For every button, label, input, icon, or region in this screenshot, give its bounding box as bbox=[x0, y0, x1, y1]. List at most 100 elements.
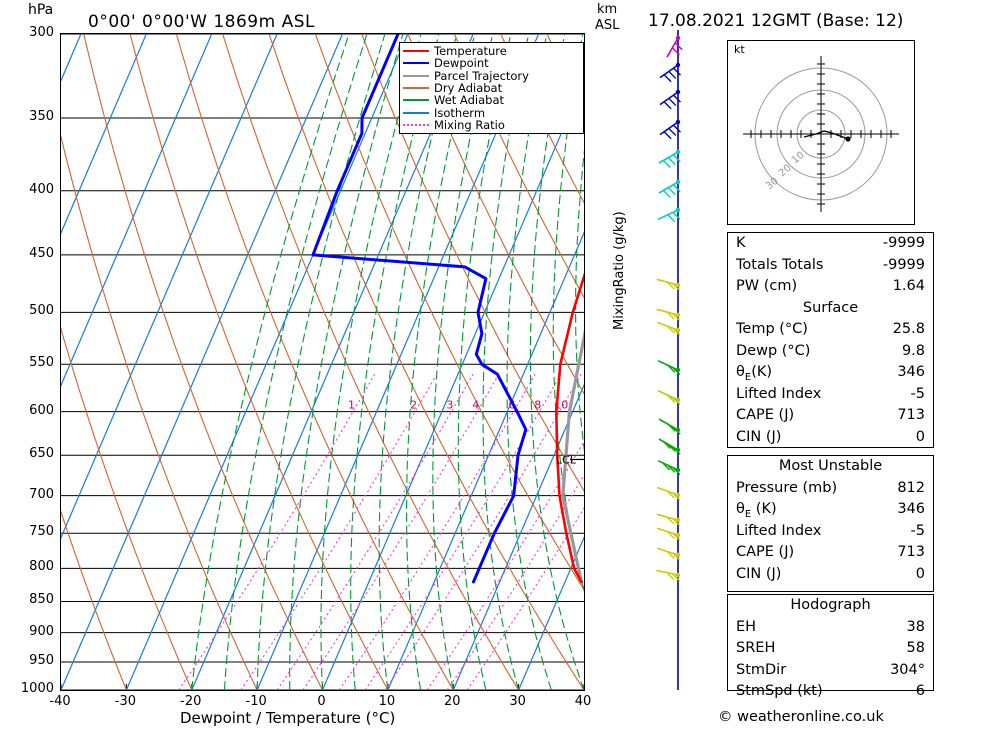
row-key: Dewp (°C) bbox=[736, 342, 811, 359]
row-value: -9999 bbox=[882, 256, 925, 273]
legend-item: Mixing Ratio bbox=[403, 119, 580, 131]
legend-item: Dewpoint bbox=[403, 57, 580, 69]
x-axis-title: Dewpoint / Temperature (°C) bbox=[180, 709, 396, 727]
row-key: Lifted Index bbox=[736, 385, 822, 402]
km-label: km bbox=[597, 2, 618, 17]
table-row: θE(K) 346 bbox=[728, 362, 933, 384]
most-unstable-table: Most Unstable Pressure (mb) 812 θE (K) 346 Li… bbox=[727, 455, 934, 592]
table-row: θE (K) 346 bbox=[728, 499, 933, 521]
svg-text:4: 4 bbox=[472, 399, 479, 412]
row-value: 1.64 bbox=[892, 278, 925, 294]
row-value: 38 bbox=[906, 618, 925, 635]
legend-swatch bbox=[403, 87, 429, 90]
row-key: θE(K) bbox=[736, 364, 773, 383]
row-key: Lifted Index bbox=[736, 522, 822, 539]
wind-barb-column bbox=[630, 30, 690, 690]
row-value: -5 bbox=[910, 522, 925, 539]
table-row: SREH 58 bbox=[728, 638, 933, 660]
pressure-tick: 300 bbox=[29, 25, 54, 40]
legend-label: Mixing Ratio bbox=[434, 117, 505, 132]
pressure-tick: 600 bbox=[29, 402, 54, 418]
row-value: 58 bbox=[906, 640, 925, 656]
table-row: CAPE (J) 713 bbox=[728, 405, 933, 427]
row-value: 9.8 bbox=[901, 342, 925, 359]
row-key: PW (cm) bbox=[736, 278, 798, 294]
svg-text:8: 8 bbox=[534, 399, 541, 412]
legend-label: Temperature bbox=[434, 44, 507, 59]
mixing-ratio-axis-title: MixingRatio (g/kg) bbox=[612, 211, 627, 330]
svg-text:10: 10 bbox=[790, 150, 807, 167]
row-value: 25.8 bbox=[892, 321, 925, 337]
temperature-tick: 10 bbox=[378, 694, 396, 709]
row-key: K bbox=[736, 235, 746, 251]
temperature-tick: -10 bbox=[245, 694, 267, 709]
table-section-title: Hodograph bbox=[790, 597, 871, 613]
row-value: 346 bbox=[897, 364, 925, 380]
svg-text:1: 1 bbox=[348, 399, 355, 412]
hodograph-unit-label: kt bbox=[734, 43, 745, 56]
legend-swatch bbox=[403, 111, 429, 114]
pressure-tick: 850 bbox=[29, 592, 54, 608]
table-row: StmSpd (kt) 6 bbox=[728, 681, 933, 703]
indices-table: K -9999 Totals Totals -9999 PW (cm) 1.64 Surfa… bbox=[727, 232, 934, 448]
table-row: Dewp (°C) 9.8 bbox=[728, 341, 933, 363]
legend-swatch bbox=[403, 99, 429, 102]
svg-text:3: 3 bbox=[446, 399, 453, 412]
legend-label: Dewpoint bbox=[434, 56, 489, 71]
row-value: 713 bbox=[897, 407, 925, 423]
legend-swatch bbox=[403, 62, 429, 65]
temperature-tick: 20 bbox=[443, 694, 461, 709]
table-row: Lifted Index -5 bbox=[728, 384, 933, 406]
legend-item: Parcel Trajectory bbox=[403, 70, 580, 82]
legend-swatch bbox=[403, 123, 429, 126]
svg-text:20: 20 bbox=[777, 163, 794, 180]
legend-item: Temperature bbox=[403, 45, 580, 57]
pressure-tick: 950 bbox=[29, 653, 54, 669]
legend-label: Dry Adiabat bbox=[434, 81, 503, 96]
row-key: StmDir bbox=[736, 661, 787, 678]
date-title: 17.08.2021 12GMT (Base: 12) bbox=[648, 11, 904, 31]
table-row: StmDir 304° bbox=[728, 660, 933, 682]
row-value: 0 bbox=[915, 565, 925, 582]
row-key: StmSpd (kt) bbox=[736, 683, 823, 699]
row-value: 812 bbox=[897, 479, 925, 496]
row-key: Temp (°C) bbox=[736, 321, 808, 337]
table-row: CIN (J) 0 bbox=[728, 564, 933, 586]
row-key: Totals Totals bbox=[736, 256, 824, 273]
table-section-title: Surface bbox=[802, 299, 859, 316]
temperature-tick: 30 bbox=[509, 694, 526, 709]
pressure-tick: 650 bbox=[29, 446, 54, 462]
pressure-tick: 550 bbox=[29, 355, 54, 371]
table-row: K -9999 bbox=[728, 233, 933, 255]
legend-item: Dry Adiabat bbox=[403, 82, 580, 94]
temperature-tick: 0 bbox=[317, 694, 326, 709]
row-value: -5 bbox=[910, 385, 925, 402]
legend-item: Wet Adiabat bbox=[403, 94, 580, 106]
svg-text:LCL: LCL bbox=[556, 453, 577, 466]
temperature-tick: -40 bbox=[49, 694, 71, 709]
row-key: CAPE (J) bbox=[736, 407, 795, 423]
table-row: Temp (°C) 25.8 bbox=[728, 319, 933, 341]
pressure-tick: 750 bbox=[29, 524, 54, 540]
row-key: θE (K) bbox=[736, 501, 777, 520]
pressure-tick: 450 bbox=[29, 245, 54, 261]
pressure-tick: 900 bbox=[29, 623, 54, 639]
row-key: SREH bbox=[736, 640, 776, 656]
pressure-tick: 500 bbox=[29, 303, 54, 319]
asl-label: ASL bbox=[595, 18, 620, 33]
legend-label: Parcel Trajectory bbox=[434, 68, 529, 83]
legend-swatch bbox=[403, 74, 429, 77]
pressure-tick: 800 bbox=[29, 559, 54, 575]
row-key: EH bbox=[736, 618, 757, 635]
temperature-tick: -30 bbox=[114, 694, 136, 709]
table-row: CIN (J) 0 bbox=[728, 427, 933, 449]
copyright-notice: © weatheronline.co.uk bbox=[718, 709, 884, 725]
station-title: 0°00' 0°00'W 1869m ASL bbox=[88, 12, 315, 32]
table-row: EH 38 bbox=[728, 617, 933, 639]
pressure-tick: 400 bbox=[29, 181, 54, 197]
row-key: CIN (J) bbox=[736, 428, 782, 445]
row-value: 304° bbox=[890, 661, 925, 678]
svg-text:2: 2 bbox=[410, 399, 417, 412]
pressure-units-label: hPa bbox=[28, 2, 54, 18]
row-value: 0 bbox=[915, 428, 925, 445]
